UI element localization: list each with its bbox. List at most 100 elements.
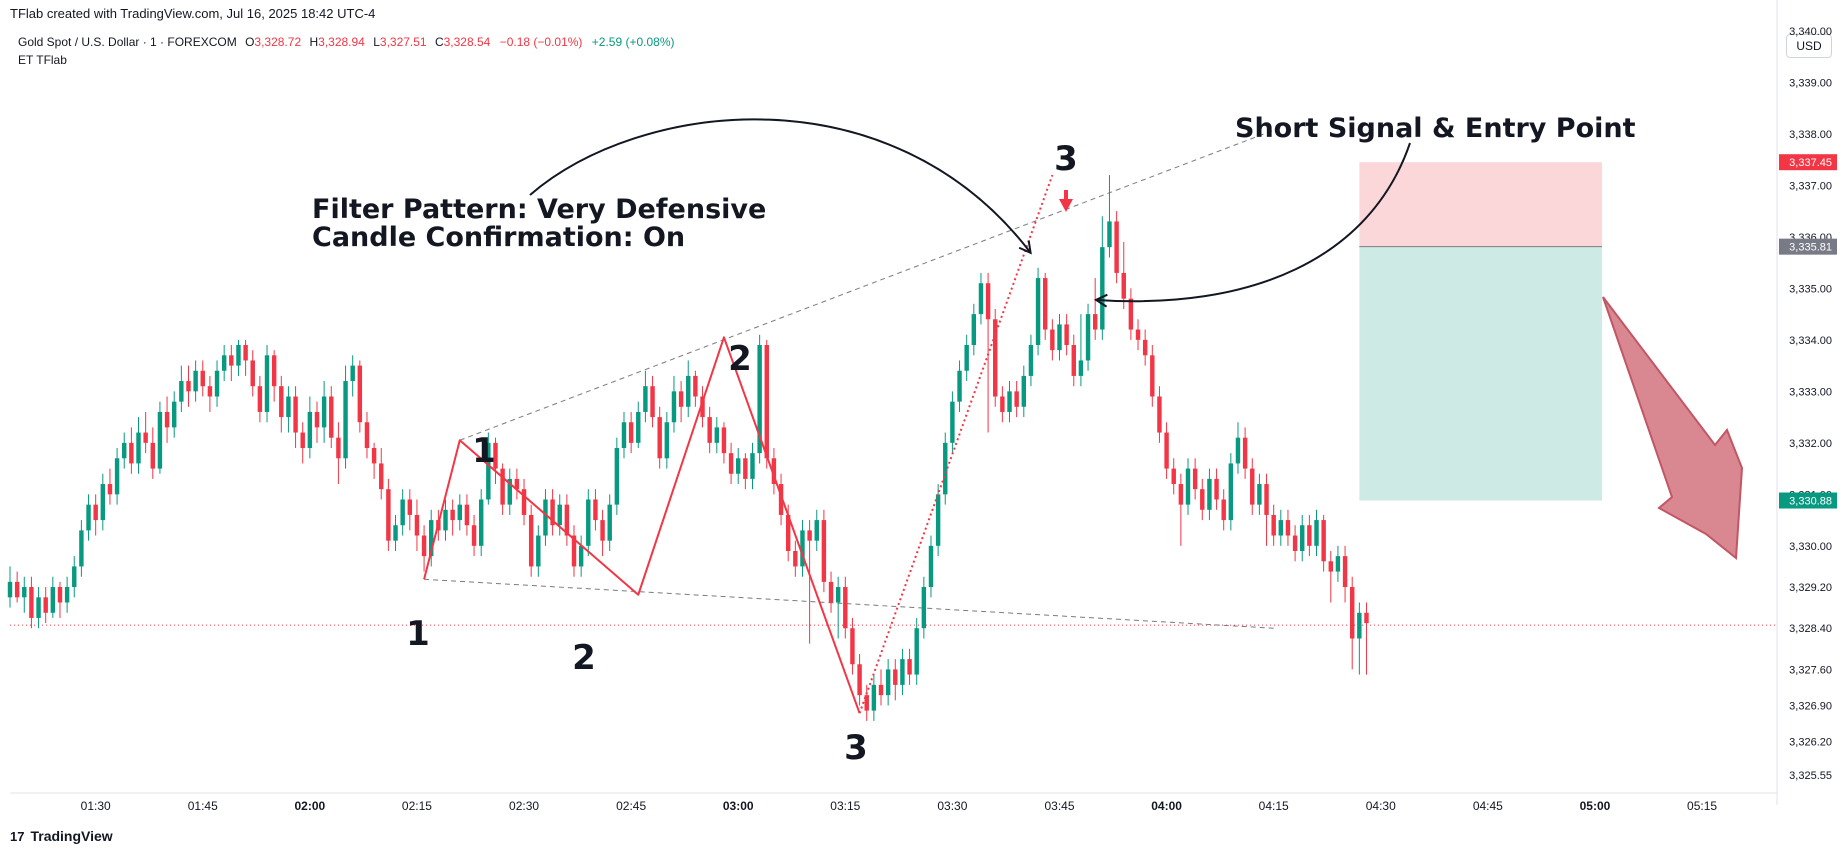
candle-body (964, 345, 969, 371)
candle-body (928, 545, 934, 588)
y-tick-label: 3,332.00 (1789, 438, 1832, 450)
candle-body (1078, 360, 1084, 376)
candle-body (536, 535, 541, 567)
low-label: L (373, 35, 380, 49)
candle-body (843, 587, 848, 629)
candle-body (307, 411, 313, 448)
candle-body (671, 391, 677, 423)
candle-body (257, 386, 263, 412)
candle-body (1142, 339, 1148, 356)
candle-body (486, 442, 491, 500)
candle-body (878, 684, 884, 696)
tradingview-footer[interactable]: 17 TradingView (10, 828, 113, 844)
candle-body (743, 458, 748, 479)
price-label-tag (1779, 154, 1837, 171)
symbol-legend: Gold Spot / U.S. Dollar · 1 · FOREXCOM O… (18, 35, 675, 49)
candle-body (686, 375, 691, 407)
pattern-bottom-label-2: 2 (572, 638, 596, 678)
candle-body (229, 355, 234, 366)
candle-body (443, 509, 448, 531)
candle-body (921, 587, 927, 629)
candle-body (364, 422, 370, 448)
pattern-bottom-label-3: 3 (844, 728, 868, 768)
candle-body (171, 401, 177, 428)
candle-body (72, 566, 77, 588)
candle-body (950, 401, 955, 443)
upper-trendline (459, 125, 1285, 441)
candle-body (1214, 478, 1219, 500)
y-tick-label: 3,333.00 (1789, 386, 1832, 398)
candle-body (50, 587, 56, 613)
price-label-text: 3,330.88 (1789, 496, 1832, 508)
candle-body (707, 417, 712, 443)
candle-body (835, 587, 841, 603)
candle-body (79, 530, 84, 567)
open-value: 3,328.72 (254, 35, 302, 49)
candle-body (43, 597, 48, 613)
candle-body (1007, 391, 1012, 412)
change-value: −0.18 (−0.01%) (499, 35, 583, 49)
high-value: 3,328.94 (318, 35, 365, 49)
x-tick-label: 02:30 (509, 799, 539, 813)
currency-button[interactable]: USD (1786, 34, 1832, 58)
candle-body (300, 432, 305, 448)
x-tick-label: 04:15 (1259, 799, 1289, 813)
pattern-bottom-label-1: 1 (406, 614, 430, 654)
candle-body (379, 463, 384, 490)
candle-body (93, 504, 98, 521)
stop-loss-zone (1359, 162, 1603, 247)
pattern-zigzag (423, 336, 861, 714)
candle-body (528, 514, 534, 567)
candle-body (957, 370, 962, 402)
candle-body (1014, 391, 1019, 407)
candle-body (728, 453, 734, 474)
candle-body (935, 494, 941, 546)
x-tick-label: 03:15 (830, 799, 860, 813)
candle-body (864, 695, 869, 711)
candle-body (350, 365, 355, 382)
candle-body (1257, 484, 1262, 505)
candle-body (264, 355, 270, 412)
candle-body (778, 484, 784, 515)
candle-body (1264, 484, 1269, 515)
candle-body (136, 432, 141, 464)
candle-body (1207, 478, 1212, 510)
candle-body (1071, 345, 1076, 376)
pattern-top-label-3: 3 (1054, 139, 1078, 179)
candle-body (1114, 221, 1119, 273)
pattern-top-label-2: 2 (728, 339, 752, 379)
y-tick-label: 3,328.40 (1789, 623, 1832, 635)
x-tick-label: 02:15 (402, 799, 432, 813)
candle-body (664, 422, 670, 459)
indicator-name[interactable]: ET TFlab (18, 53, 67, 67)
candle-body (1150, 355, 1155, 397)
candle-body (943, 442, 948, 495)
candle-body (750, 453, 755, 479)
symbol-name[interactable]: Gold Spot / U.S. Dollar · 1 · FOREXCOM (18, 35, 237, 49)
candle-body (1085, 314, 1091, 361)
candle-body (850, 628, 855, 665)
candle-body (271, 355, 277, 387)
candle-body (1021, 375, 1027, 407)
candle-body (800, 530, 805, 567)
candle-body (243, 345, 248, 361)
x-tick-label: 01:45 (188, 799, 218, 813)
y-tick-label: 3,327.60 (1789, 664, 1832, 676)
candle-body (1171, 468, 1176, 485)
candle-body (793, 550, 798, 567)
filter-pointer-arrow (529, 118, 1030, 252)
y-tick-label: 3,338.00 (1789, 129, 1832, 141)
candle-body (1357, 612, 1362, 639)
candle-body (578, 545, 584, 567)
candle-body (757, 345, 762, 454)
candle-body (186, 381, 191, 392)
candle-body (1228, 463, 1234, 521)
candle-body (764, 345, 769, 459)
candle-body (1192, 468, 1198, 490)
candle-body (614, 447, 620, 505)
candle-body (893, 669, 898, 685)
candle-body (1028, 345, 1034, 376)
candle-body (279, 386, 284, 418)
candle-body (343, 381, 348, 459)
